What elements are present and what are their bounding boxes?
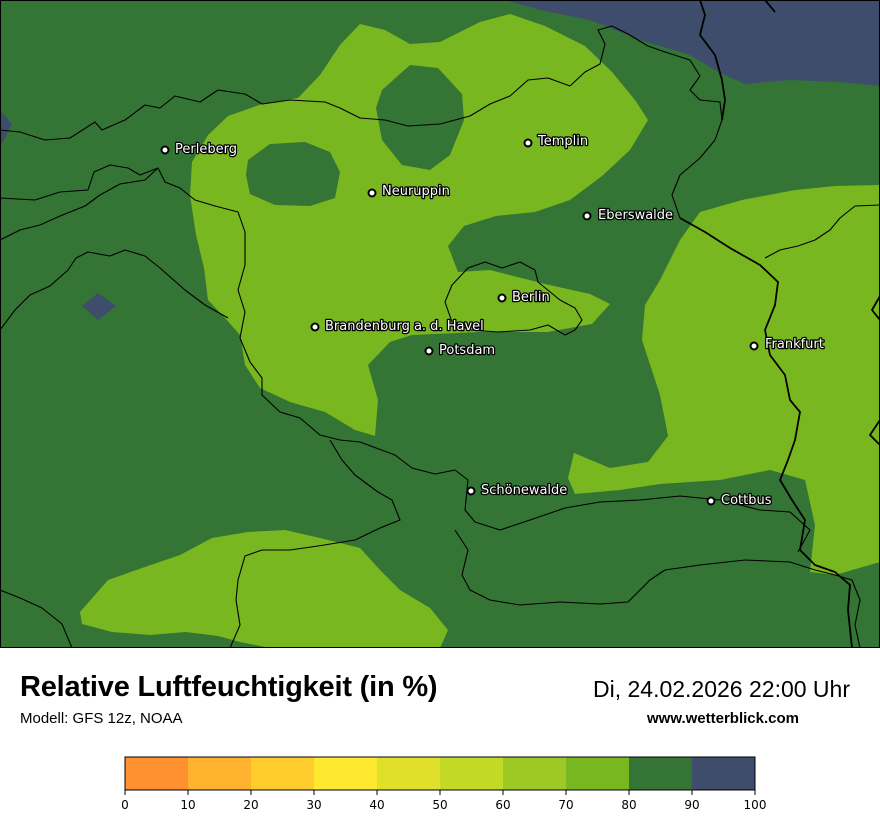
city-marker (424, 346, 434, 356)
legend-tick-label: 30 (306, 798, 321, 812)
legend-swatch (125, 757, 188, 790)
city-label: Berlin (512, 290, 550, 305)
city-label: Perleberg (175, 142, 237, 157)
legend-swatch (440, 757, 503, 790)
legend-swatch (377, 757, 440, 790)
city-label: Frankfurt (765, 337, 824, 352)
legend-tick-label: 50 (432, 798, 447, 812)
legend-swatch (692, 757, 755, 790)
legend-swatch (503, 757, 566, 790)
city-label: Potsdam (439, 343, 495, 358)
national-border (679, 0, 880, 648)
humidity-band-90-100-west (0, 110, 12, 146)
city-label: Brandenburg a. d. Havel (325, 319, 484, 334)
city-marker (310, 322, 320, 332)
humidity-band-70-80-east (568, 185, 880, 575)
forecast-datetime: Di, 24.02.2026 22:00 Uhr (592, 676, 850, 702)
city-label: Eberswalde (598, 208, 673, 223)
city-schoenewalde: Schönewalde (466, 482, 569, 499)
city-marker (706, 496, 716, 506)
city-templin: Templin (523, 133, 589, 150)
legend-tick-label: 40 (369, 798, 384, 812)
city-marker (367, 188, 377, 198)
legend-swatch (566, 757, 629, 790)
legend-swatch (251, 757, 314, 790)
legend-tick-label: 20 (243, 798, 258, 812)
color-legend: 0 10 20 30 40 50 60 70 80 90 100 (121, 756, 766, 812)
city-label: Templin (537, 134, 588, 149)
humidity-band-70-80-south (80, 530, 448, 648)
map-title: Relative Luftfeuchtigkeit (in %) (20, 671, 438, 703)
legend-ticks: 0 10 20 30 40 50 60 70 80 90 100 (121, 790, 766, 812)
city-cottbus: Cottbus (706, 492, 773, 509)
city-marker (523, 138, 533, 148)
legend-tick-label: 90 (684, 798, 699, 812)
city-frankfurt: Frankfurt (749, 336, 825, 353)
city-marker (582, 211, 592, 221)
city-marker (497, 293, 507, 303)
humidity-band-70-80-central (190, 14, 648, 436)
city-potsdam: Potsdam (424, 342, 496, 359)
legend-cells (125, 757, 755, 790)
city-label: Neuruppin (382, 184, 450, 199)
city-berlin: Berlin (497, 289, 551, 306)
city-label: Cottbus (721, 493, 772, 508)
city-perleberg: Perleberg (160, 141, 238, 158)
city-label: Schönewalde (481, 483, 567, 498)
county-borders (0, 25, 880, 648)
city-neuruppin: Neuruppin (367, 183, 451, 200)
city-marker (160, 145, 170, 155)
humidity-map: Perleberg Templin Neuruppin Eberswalde B… (0, 0, 880, 648)
legend-tick-label: 70 (558, 798, 573, 812)
model-info: Modell: GFS 12z, NOAA (20, 710, 183, 727)
legend-tick-label: 60 (495, 798, 510, 812)
city-marker (466, 486, 476, 496)
city-brandenburg: Brandenburg a. d. Havel (310, 318, 485, 335)
legend-tick-label: 0 (121, 798, 129, 812)
legend-swatch (629, 757, 692, 790)
legend-swatch (188, 757, 251, 790)
website-link: www.wetterblick.com (647, 710, 799, 727)
legend-tick-label: 100 (744, 798, 767, 812)
city-eberswalde: Eberswalde (582, 207, 674, 224)
legend-swatch (314, 757, 377, 790)
humidity-band-90-100-north (505, 0, 880, 86)
city-marker (749, 341, 759, 351)
legend-tick-label: 80 (621, 798, 636, 812)
humidity-band-90-100-spot (82, 293, 116, 320)
legend-tick-label: 10 (180, 798, 195, 812)
